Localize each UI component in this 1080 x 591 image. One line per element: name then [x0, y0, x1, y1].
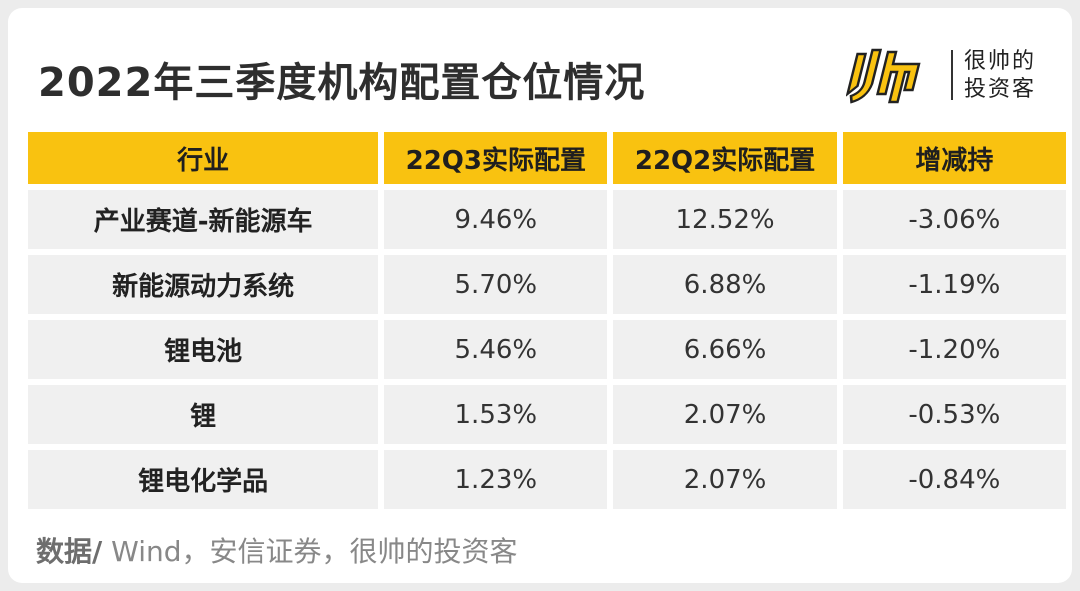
header-change: 增减持 — [842, 132, 1066, 184]
table-row: 锂 1.53% 2.07% -0.53% — [28, 385, 1066, 444]
source-prefix: 数据/ — [36, 535, 103, 568]
cell-22q3: 1.53% — [384, 385, 608, 444]
cell-22q3: 5.70% — [384, 255, 608, 314]
table-header-row: 行业 22Q3实际配置 22Q2实际配置 增减持 — [28, 132, 1066, 184]
brand-logo: 很帅的 投资客 — [846, 44, 1056, 108]
brand-line-1: 很帅的 — [964, 49, 1037, 74]
cell-22q3: 5.46% — [384, 320, 608, 379]
cell-change: -0.84% — [842, 450, 1066, 509]
cell-industry: 锂电化学品 — [28, 450, 379, 509]
cell-22q3: 9.46% — [384, 190, 608, 249]
cell-22q3: 1.23% — [384, 450, 608, 509]
cell-change: -1.19% — [842, 255, 1066, 314]
cell-22q2: 6.88% — [613, 255, 837, 314]
cell-22q2: 6.66% — [613, 320, 837, 379]
data-source: 数据/ Wind，安信证券，很帅的投资客 — [36, 530, 518, 570]
cell-change: -0.53% — [842, 385, 1066, 444]
table-row: 新能源动力系统 5.70% 6.88% -1.19% — [28, 255, 1066, 314]
cell-change: -1.20% — [842, 320, 1066, 379]
chart-card: 2022年三季度机构配置仓位情况 很帅的 投资客 行业 22Q3实际配置 22Q… — [8, 8, 1072, 583]
header-22q3: 22Q3实际配置 — [384, 132, 608, 184]
allocation-table: 行业 22Q3实际配置 22Q2实际配置 增减持 产业赛道-新能源车 9.46%… — [22, 126, 1072, 515]
source-text: Wind，安信证券，很帅的投资客 — [102, 535, 518, 568]
table-row: 锂电池 5.46% 6.66% -1.20% — [28, 320, 1066, 379]
brand-name: 很帅的 投资客 — [964, 48, 1036, 104]
shuai-logo-icon — [846, 48, 921, 104]
cell-industry: 锂 — [28, 385, 379, 444]
header-22q2: 22Q2实际配置 — [613, 132, 837, 184]
cell-industry: 产业赛道-新能源车 — [28, 190, 379, 249]
cell-industry: 新能源动力系统 — [28, 255, 379, 314]
table-row: 锂电化学品 1.23% 2.07% -0.84% — [28, 450, 1066, 509]
cell-industry: 锂电池 — [28, 320, 379, 379]
table-row: 产业赛道-新能源车 9.46% 12.52% -3.06% — [28, 190, 1066, 249]
cell-22q2: 2.07% — [613, 385, 837, 444]
logo-divider — [951, 50, 953, 100]
cell-22q2: 12.52% — [613, 190, 837, 249]
cell-change: -3.06% — [842, 190, 1066, 249]
cell-22q2: 2.07% — [613, 450, 837, 509]
brand-line-2: 投资客 — [964, 77, 1037, 102]
header-industry: 行业 — [28, 132, 379, 184]
chart-title: 2022年三季度机构配置仓位情况 — [38, 60, 646, 106]
